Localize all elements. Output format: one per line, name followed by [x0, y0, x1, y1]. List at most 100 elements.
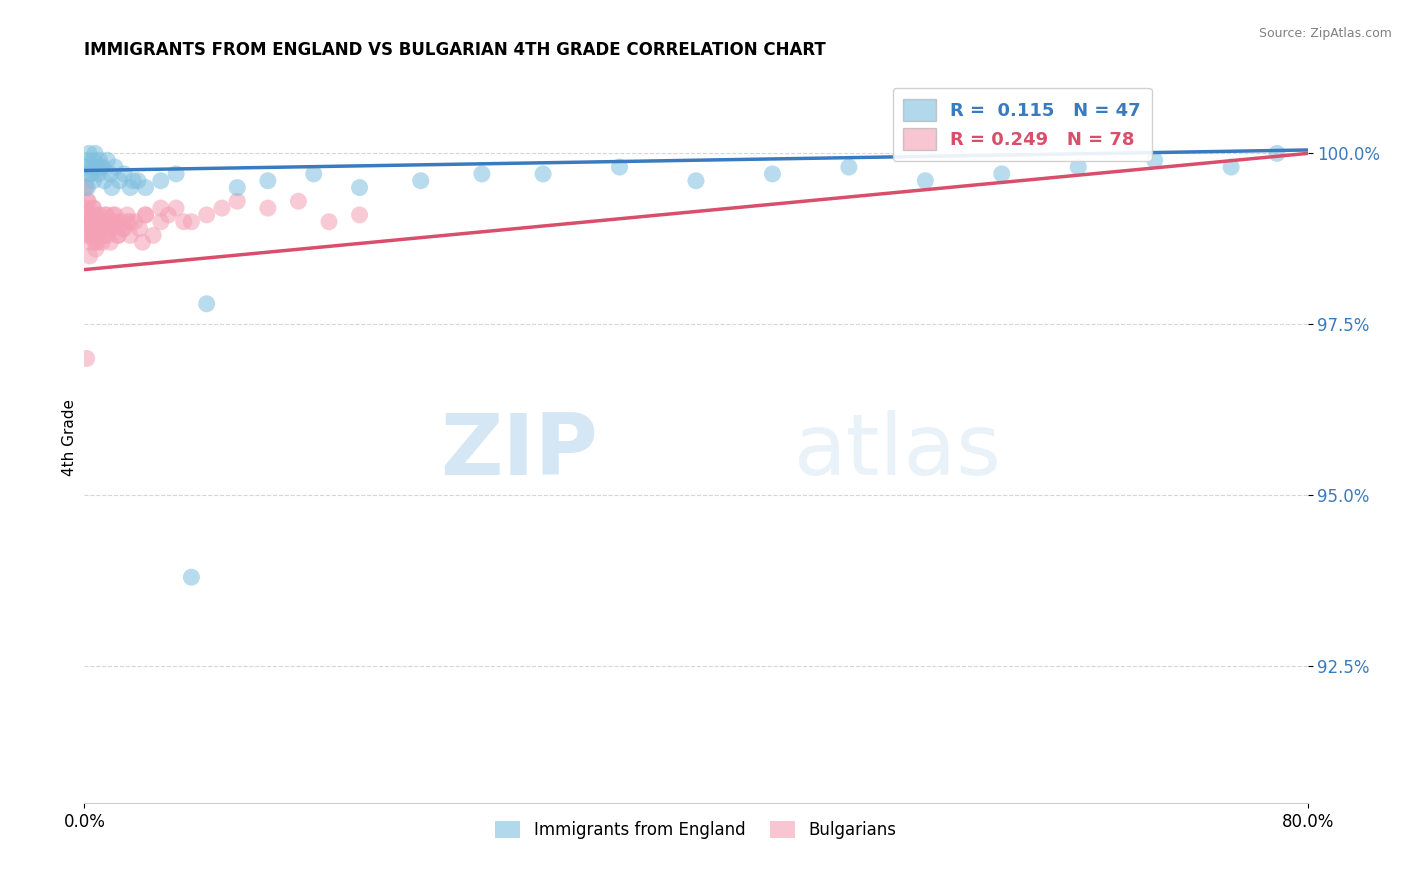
Point [120, 180, 142, 194]
Point [86, 160, 108, 174]
Point [226, 180, 249, 194]
Point [87, 215, 110, 229]
Legend: Immigrants from England, Bulgarians: Immigrants from England, Bulgarians [489, 814, 903, 846]
Point [84, 242, 107, 256]
Point [77, 215, 100, 229]
Point [165, 167, 187, 181]
Point [838, 160, 860, 174]
Point [89, 153, 111, 168]
Point [83, 221, 105, 235]
Point [107, 228, 129, 243]
Point [80, 215, 103, 229]
Point [211, 201, 233, 215]
Point [104, 160, 127, 174]
Point [76, 215, 98, 229]
Point [77, 208, 100, 222]
Point [90, 160, 112, 174]
Point [91, 160, 114, 174]
Point [110, 215, 132, 229]
Point [82, 201, 104, 215]
Point [108, 174, 131, 188]
Point [87, 215, 110, 229]
Point [83, 153, 105, 168]
Point [149, 215, 172, 229]
Point [127, 174, 149, 188]
Point [409, 174, 432, 188]
Point [76, 351, 98, 366]
Point [84, 146, 107, 161]
Point [84, 228, 107, 243]
Point [112, 221, 135, 235]
Point [1067, 160, 1090, 174]
Point [531, 167, 554, 181]
Point [82, 228, 104, 243]
Point [77, 146, 100, 161]
Point [165, 201, 187, 215]
Point [101, 221, 124, 235]
Point [87, 228, 110, 243]
Point [349, 208, 371, 222]
Point [107, 228, 129, 243]
Point [76, 228, 98, 243]
Point [120, 228, 142, 243]
Point [76, 153, 98, 168]
Point [75, 180, 97, 194]
Point [104, 208, 127, 222]
Point [87, 228, 110, 243]
Point [96, 228, 118, 243]
Point [83, 221, 105, 235]
Point [135, 180, 157, 194]
Point [124, 215, 146, 229]
Point [991, 167, 1014, 181]
Point [84, 215, 107, 229]
Point [79, 228, 101, 243]
Point [120, 215, 142, 229]
Point [87, 167, 110, 181]
Point [91, 215, 114, 229]
Text: atlas: atlas [794, 410, 1002, 493]
Point [86, 235, 108, 250]
Point [93, 228, 115, 243]
Point [91, 215, 114, 229]
Point [96, 221, 118, 235]
Point [76, 194, 98, 209]
Point [157, 208, 180, 222]
Point [83, 174, 105, 188]
Point [84, 235, 107, 250]
Point [90, 221, 112, 235]
Point [226, 194, 249, 209]
Point [287, 194, 309, 209]
Point [142, 228, 165, 243]
Point [94, 208, 117, 222]
Point [101, 180, 124, 194]
Point [1220, 160, 1243, 174]
Point [86, 208, 108, 222]
Point [128, 221, 150, 235]
Point [93, 174, 115, 188]
Point [111, 221, 134, 235]
Point [609, 160, 631, 174]
Point [91, 235, 114, 250]
Point [471, 167, 494, 181]
Point [77, 194, 100, 209]
Point [318, 215, 340, 229]
Point [103, 208, 125, 222]
Point [135, 208, 157, 222]
Point [257, 174, 280, 188]
Point [76, 180, 98, 194]
Point [104, 215, 127, 229]
Point [96, 153, 118, 168]
Point [79, 167, 101, 181]
Point [75, 160, 97, 174]
Point [135, 208, 157, 222]
Text: IMMIGRANTS FROM ENGLAND VS BULGARIAN 4TH GRADE CORRELATION CHART: IMMIGRANTS FROM ENGLAND VS BULGARIAN 4TH… [84, 41, 827, 59]
Point [173, 215, 195, 229]
Point [149, 174, 172, 188]
Point [83, 201, 105, 215]
Point [122, 174, 145, 188]
Point [89, 208, 111, 222]
Point [180, 570, 202, 584]
Point [195, 297, 218, 311]
Text: ZIP: ZIP [440, 410, 598, 493]
Point [115, 215, 138, 229]
